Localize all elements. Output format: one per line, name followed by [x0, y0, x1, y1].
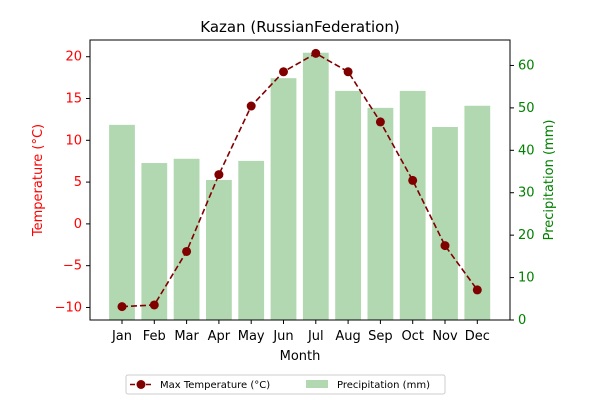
left-tick-label: 10 — [65, 133, 82, 148]
x-tick-label: Aug — [335, 329, 360, 344]
x-tick-label: Jun — [272, 329, 293, 344]
right-tick-label: 40 — [518, 143, 535, 158]
legend: Max Temperature (°C) Precipitation (mm) — [125, 374, 446, 395]
temperature-polyline — [121, 52, 478, 308]
precipitation-bars — [109, 52, 491, 321]
right-tick-label: 20 — [518, 228, 535, 243]
right-tick-label: 30 — [518, 186, 535, 201]
temperature-point — [117, 302, 127, 312]
left-axis-label: Temperature (°C) — [31, 124, 46, 237]
temperature-point — [149, 300, 159, 310]
temperature-point — [472, 285, 482, 295]
legend-box — [125, 374, 446, 395]
x-tick-label: Mar — [174, 329, 199, 344]
chart-title: Kazan (RussianFederation) — [200, 18, 399, 36]
x-tick-label: Jul — [307, 329, 324, 344]
precipitation-bar — [238, 160, 265, 320]
precipitation-bar — [270, 78, 297, 321]
right-tick-label: 60 — [518, 58, 535, 73]
x-tick-label: Oct — [401, 329, 423, 344]
left-tick-label: 5 — [74, 175, 82, 190]
right-tick-label: 50 — [518, 101, 535, 116]
temperature-point — [408, 175, 418, 185]
x-tick-label: Feb — [143, 329, 166, 344]
precipitation-bar — [206, 180, 232, 320]
temperature-point — [311, 48, 321, 58]
left-tick-label: 0 — [74, 217, 82, 232]
left-tick-label: −10 — [55, 300, 82, 315]
left-tick-label: −5 — [63, 259, 82, 274]
left-tick-label: 15 — [65, 92, 82, 107]
legend-line-marker — [136, 380, 146, 389]
legend-bar-swatch — [306, 380, 328, 388]
temperature-point — [440, 241, 450, 251]
temperature-point — [246, 101, 256, 111]
precipitation-bar — [399, 90, 426, 320]
precipitation-bar — [367, 107, 394, 320]
temperature-point — [343, 67, 353, 77]
temperature-point — [279, 67, 288, 77]
precipitation-bar — [173, 158, 200, 320]
left-y-axis: −10 −5 0 5 10 15 20 — [55, 50, 90, 315]
right-axis-label: Precipitation (mm) — [542, 120, 557, 241]
x-axis-label: Month — [280, 349, 321, 364]
temperature-point — [375, 117, 385, 127]
plot-frame — [89, 39, 511, 321]
precipitation-bar — [335, 90, 361, 320]
right-tick-label: 10 — [518, 271, 535, 286]
x-tick-label: Jan — [111, 329, 132, 344]
precipitation-bar — [432, 126, 458, 320]
temperature-line — [117, 48, 482, 312]
left-tick-label: 20 — [65, 50, 82, 65]
precipitation-bar — [464, 105, 491, 320]
x-tick-label: Dec — [465, 329, 490, 344]
precipitation-bar — [141, 163, 168, 320]
right-y-axis: 0 10 20 30 40 50 60 — [510, 58, 535, 328]
x-tick-label: Nov — [432, 329, 458, 344]
temperature-point — [214, 170, 224, 180]
precipitation-bar — [109, 124, 135, 320]
legend-label-precipitation: Precipitation (mm) — [337, 380, 430, 391]
right-tick-label: 0 — [518, 313, 526, 328]
legend-label-temperature: Max Temperature (°C) — [160, 380, 270, 391]
x-tick-label: Sep — [368, 329, 393, 344]
x-tick-label: May — [238, 329, 265, 344]
x-tick-label: Apr — [208, 329, 231, 344]
temperature-point — [182, 246, 192, 256]
x-axis: Jan Feb Mar Apr May Jun Jul Aug Sep Oct Nov Dec — [111, 320, 490, 344]
precipitation-bar — [302, 52, 329, 320]
